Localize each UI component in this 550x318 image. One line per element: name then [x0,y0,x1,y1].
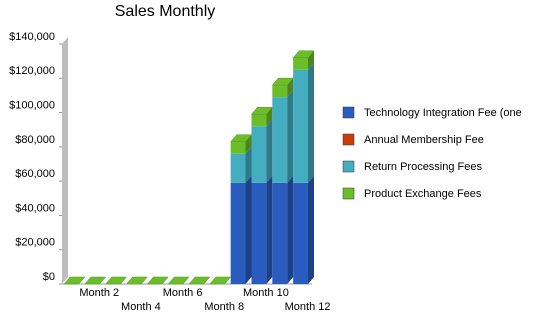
x-tick-label: Month 4 [121,301,161,313]
legend-swatch [342,106,355,119]
bar-top [167,276,190,285]
bar-top [84,276,107,285]
bar-side [287,175,294,284]
bar-segment [230,153,246,183]
y-tick-label: $60,000 [15,168,55,180]
bar-top [125,276,148,285]
bar-side [266,175,273,284]
legend-label: Return Processing Fees [364,161,482,173]
bar-segment [251,126,267,183]
y-tick-label: $20,000 [15,237,55,249]
bar-segment [251,182,267,284]
bar-segment [293,182,308,284]
legend-swatch [342,187,355,200]
legend-swatch [342,160,355,173]
bar-side [245,134,252,154]
y-tick-label: $140,000 [9,31,55,43]
bar-segment [272,182,288,284]
legend-label: Annual Membership Fee [364,134,484,146]
legend-label: Product Exchange Fees [364,188,482,200]
chart-title: Sales Monthly [115,3,216,20]
bar-segment [230,182,246,284]
legend-swatch [342,133,355,146]
bar-side [245,175,252,284]
bar-top [188,276,211,285]
bar-side [308,50,314,70]
x-tick-label: Month 8 [204,301,244,313]
bar-segment [293,69,308,183]
bar-segment [251,114,267,127]
x-tick-label: Month 12 [285,301,331,313]
bar-segment [272,97,288,183]
y-tick-label: $0 [43,271,55,283]
bar-top [146,276,169,285]
bar-segment [230,141,246,154]
side-wall [62,37,68,284]
bar-top [292,50,315,58]
legend-label: Technology Integration Fee (one [364,107,522,119]
bar-side [308,62,314,183]
y-tick-label: $120,000 [9,65,55,77]
bar-top [63,276,86,285]
bar-side [287,78,294,98]
bar-segment [272,85,288,98]
bar-side [266,119,273,183]
bar-top [105,276,128,285]
x-tick-label: Month 10 [243,287,289,299]
x-tick-label: Month 6 [163,287,203,299]
bar-top [209,276,232,285]
bar-side [266,107,273,127]
y-tick-label: $40,000 [15,202,55,214]
bar-segment [293,57,308,70]
x-tick-label: Month 2 [79,287,119,299]
bar-side [245,146,252,183]
y-tick-label: $80,000 [15,134,55,146]
y-tick-label: $100,000 [9,99,55,111]
bar-side [308,175,314,284]
bar-side [287,90,294,183]
